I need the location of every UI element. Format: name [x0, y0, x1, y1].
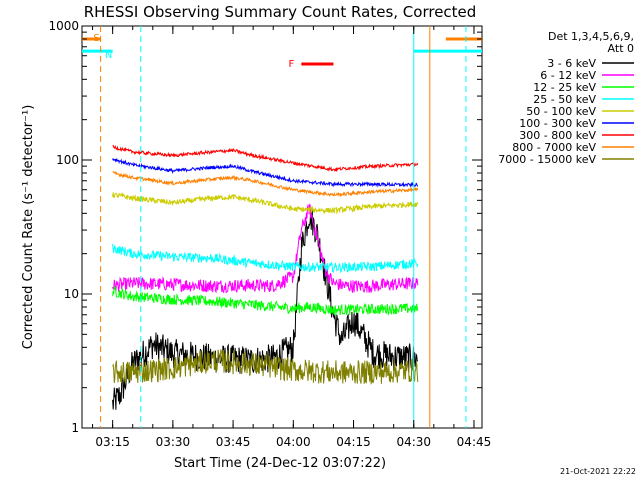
- series-line-50-100-kev: [112, 192, 419, 215]
- y-tick-label: 1: [71, 421, 79, 435]
- legend-label: 3 - 6 keV: [547, 57, 596, 70]
- x-tick-label: 04:00: [276, 435, 311, 449]
- flag-label-n: N: [105, 50, 112, 61]
- series-line-25-50-kev: [112, 243, 419, 274]
- series-line-3-6-kev: [112, 206, 419, 410]
- x-tick-label: 04:15: [336, 435, 371, 449]
- series-line-300-800-kev: [112, 144, 419, 173]
- legend-header-line-2: Att 0: [608, 42, 634, 55]
- x-axis-label: Start Time (24-Dec-12 03:07:22): [174, 456, 386, 471]
- series-line-6-12-kev: [112, 203, 419, 294]
- axes: 1 10 100 1000 03:15 03:30 03:45 04:00 04:15 04:30…: [48, 19, 491, 449]
- x-tick-label: 03:45: [216, 435, 251, 449]
- plot-area: SN F: [82, 26, 482, 428]
- x-tick-label: 04:30: [396, 435, 431, 449]
- flag-label-f: F: [288, 59, 294, 70]
- legend-header-line-1: Det 1,3,4,5,6,9,: [548, 30, 634, 43]
- series-line-100-300-kev: [112, 157, 419, 188]
- footer-date: 21-Oct-2021 22:22: [560, 467, 636, 476]
- legend-label: 6 - 12 keV: [540, 69, 596, 82]
- chart-title: RHESSI Observing Summary Count Rates, Co…: [84, 3, 477, 21]
- y-axis-label: Corrected Count Rate (s⁻¹ detector⁻¹): [21, 105, 36, 350]
- flag-label-s: S: [93, 33, 99, 44]
- y-tick-label: 100: [56, 153, 79, 167]
- x-tick-label: 03:30: [156, 435, 191, 449]
- x-tick-label: 03:15: [95, 435, 130, 449]
- series-line-800-7000-kev: [112, 171, 419, 198]
- legend-label: 50 - 100 keV: [526, 105, 596, 118]
- legend-label: 7000 - 15000 keV: [498, 153, 596, 166]
- series-line-12-25-kev: [112, 285, 419, 316]
- y-tick-label: 1000: [48, 19, 79, 33]
- legend-label: 300 - 800 keV: [519, 129, 596, 142]
- legend-label: 12 - 25 keV: [533, 81, 596, 94]
- series-line-7000-15000-kev: [112, 349, 419, 385]
- legend-label: 800 - 7000 keV: [512, 141, 596, 154]
- plot-frame: [81, 25, 483, 429]
- legend-label: 100 - 300 keV: [519, 117, 596, 130]
- legend-label: 25 - 50 keV: [533, 93, 596, 106]
- y-tick-label: 10: [64, 287, 79, 301]
- x-tick-label: 04:45: [457, 435, 492, 449]
